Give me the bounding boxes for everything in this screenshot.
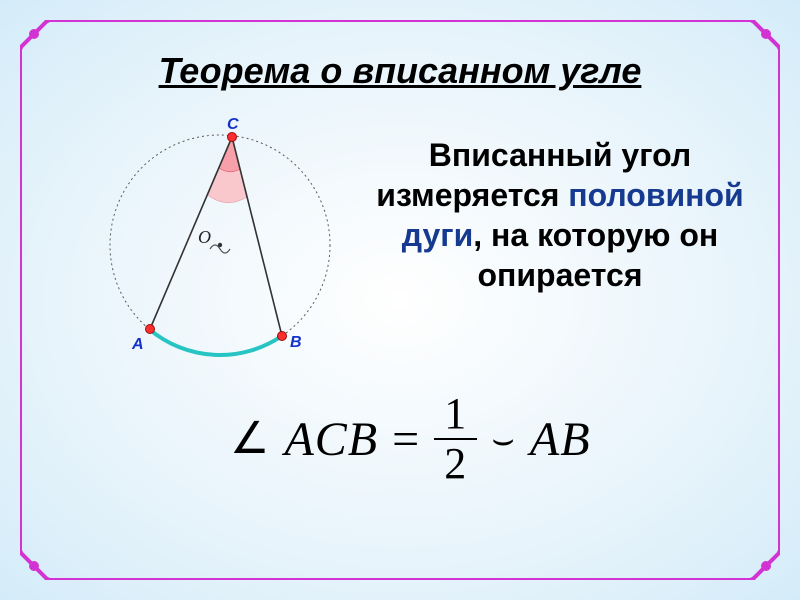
body-line1: Вписанный угол (429, 137, 691, 173)
fraction: 1 2 (434, 390, 477, 488)
frac-num: 1 (434, 390, 477, 438)
svg-text:A: A (131, 336, 144, 353)
body-line2-pre: измеряется (376, 177, 568, 213)
theorem-title: Теорема о вписанном угле (0, 50, 800, 92)
formula-left: ACB (284, 412, 378, 467)
formula-eq: = (392, 412, 420, 467)
angle-symbol: ∠ (230, 417, 270, 461)
circle-diagram: O C A B (90, 115, 350, 375)
formula-right: AB (530, 412, 591, 467)
svg-text:O: O (198, 227, 211, 247)
body-line3: , на которую он опирается (473, 217, 718, 293)
formula: ∠ ACB = 1 2 ⌣ AB (230, 390, 591, 488)
svg-text:C: C (227, 116, 239, 133)
arc-symbol: ⌣ (491, 418, 516, 461)
theorem-body: Вписанный угол измеряется половиной дуги… (370, 135, 750, 295)
svg-text:B: B (290, 334, 302, 351)
frac-den: 2 (434, 440, 477, 488)
